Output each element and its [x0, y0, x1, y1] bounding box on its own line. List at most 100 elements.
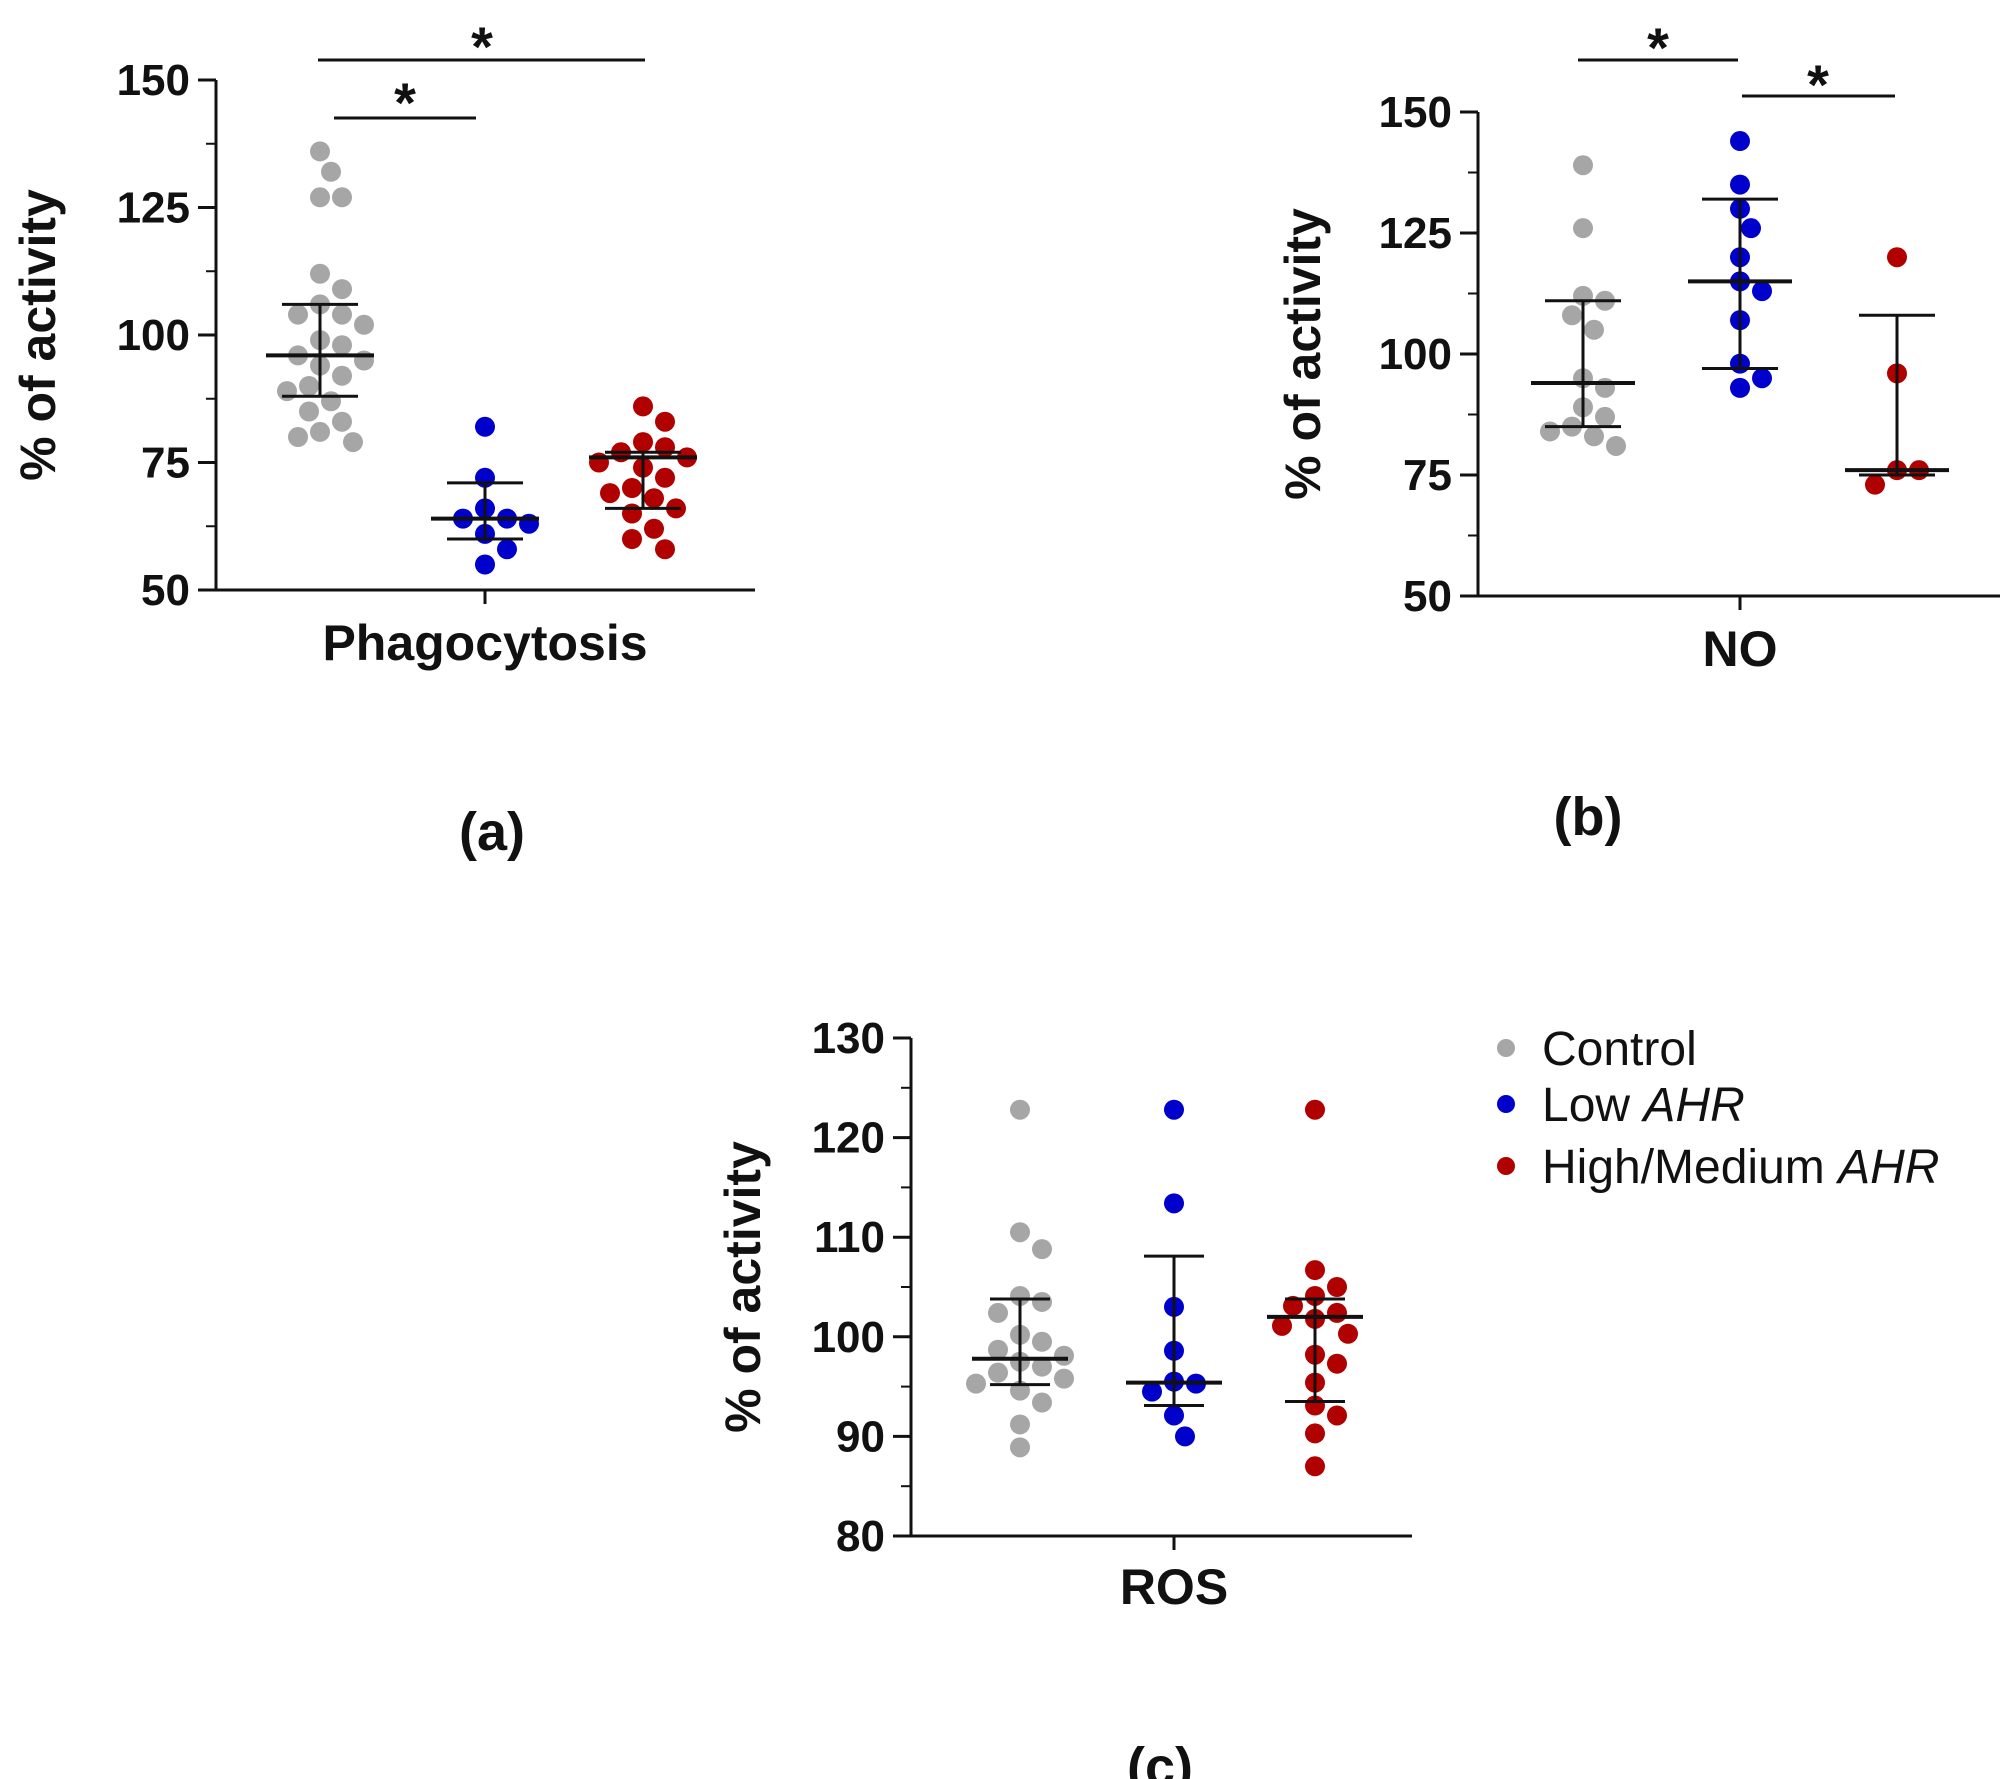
data-point [332, 365, 352, 386]
data-point [644, 518, 664, 539]
data-point [321, 161, 341, 182]
data-point [299, 376, 319, 396]
data-point [1730, 131, 1750, 152]
data-point [1010, 1099, 1030, 1120]
data-point [1865, 474, 1885, 495]
y-tick-label: 50 [1403, 572, 1452, 621]
group-low [1688, 131, 1792, 398]
legend-text: Control [1542, 1023, 1697, 1076]
data-point [310, 263, 330, 284]
data-point [1327, 1353, 1347, 1374]
data-point [1595, 406, 1615, 427]
y-axis-title: % of activity [10, 189, 66, 481]
legend-marker-high [1497, 1157, 1515, 1175]
data-point [1338, 1323, 1358, 1344]
data-point [1305, 1285, 1325, 1306]
data-point [332, 335, 352, 356]
chart-panel-1: 50 75 100 125 150 % of activity Phagocytosis (a… [10, 15, 755, 862]
group-control [1531, 155, 1635, 456]
data-point [1327, 1405, 1347, 1426]
y-tick-label: 120 [812, 1114, 885, 1163]
legend-marker-control [1497, 1039, 1515, 1057]
data-point [1752, 368, 1772, 389]
data-point [655, 411, 675, 432]
legend-text: Low [1542, 1079, 1643, 1132]
y-tick-label: 75 [141, 439, 190, 488]
data-point [1164, 1405, 1184, 1426]
data-point [1730, 377, 1750, 398]
y-tick-label: 110 [814, 1213, 885, 1262]
data-point [1327, 1302, 1347, 1323]
data-point [988, 1362, 1008, 1383]
group-control [966, 1099, 1074, 1458]
category-label: NO [1703, 621, 1778, 677]
data-point [1573, 155, 1593, 176]
data-point [277, 381, 297, 402]
data-point [1752, 281, 1772, 302]
group-control [266, 141, 374, 453]
y-tick-label: 125 [117, 184, 190, 233]
data-point [1010, 1437, 1030, 1458]
data-point [633, 432, 653, 453]
data-point [1010, 1222, 1030, 1243]
significance-star: * [394, 71, 416, 134]
data-point [988, 1339, 1008, 1360]
data-point [321, 391, 341, 412]
data-point [1540, 421, 1560, 442]
data-point [1283, 1295, 1303, 1316]
y-axis-title: % of activity [715, 1141, 771, 1433]
data-point [633, 396, 653, 417]
data-point [475, 416, 495, 437]
y-tick-label: 150 [117, 56, 190, 105]
legend-label-high: High/Medium AHR [1542, 1141, 1939, 1194]
legend-text: High/Medium [1542, 1141, 1838, 1194]
significance-star: * [471, 15, 493, 78]
y-tick-label: 100 [1379, 330, 1452, 379]
category-label: Phagocytosis [322, 615, 647, 671]
data-point [1164, 1193, 1184, 1214]
group-high [1845, 247, 1949, 495]
data-point [332, 411, 352, 432]
data-point [1305, 1456, 1325, 1477]
data-point [310, 187, 330, 208]
y-tick-label: 80 [836, 1512, 885, 1561]
data-point [644, 488, 664, 509]
panel-label: (b) [1554, 787, 1623, 847]
data-point [1606, 435, 1626, 456]
data-point [497, 539, 517, 560]
data-point [600, 483, 620, 504]
panel-label: (c) [1127, 1737, 1193, 1779]
data-point [655, 539, 675, 560]
legend-italic-text: AHR [1640, 1079, 1744, 1132]
data-point [655, 467, 675, 488]
data-point [288, 427, 308, 447]
data-point [988, 1302, 1008, 1323]
data-point [1142, 1381, 1162, 1402]
group-high [589, 396, 697, 560]
data-point [354, 314, 374, 335]
data-point [310, 141, 330, 162]
data-point [1741, 218, 1761, 239]
group-high [1267, 1099, 1363, 1477]
data-point [1032, 1392, 1052, 1413]
data-point [1272, 1315, 1292, 1336]
data-point [1054, 1345, 1074, 1366]
data-point [655, 437, 675, 458]
data-point [1164, 1099, 1184, 1120]
data-point [310, 421, 330, 442]
legend-marker-low [1497, 1095, 1515, 1113]
chart-panel-2: 50 75 100 125 150 % of activity NO (b) * * [1275, 16, 2000, 847]
y-tick-label: 130 [812, 1014, 885, 1063]
data-point [1305, 1260, 1325, 1281]
data-point [299, 401, 319, 422]
data-point [1595, 377, 1615, 398]
group-low [431, 416, 539, 575]
data-point [1584, 426, 1604, 447]
data-point [1887, 247, 1907, 268]
y-axis-title: % of activity [1275, 208, 1331, 500]
y-tick-label: 90 [836, 1412, 885, 1461]
y-tick-label: 150 [1379, 88, 1452, 137]
data-point [1573, 218, 1593, 239]
data-point [1305, 1099, 1325, 1120]
